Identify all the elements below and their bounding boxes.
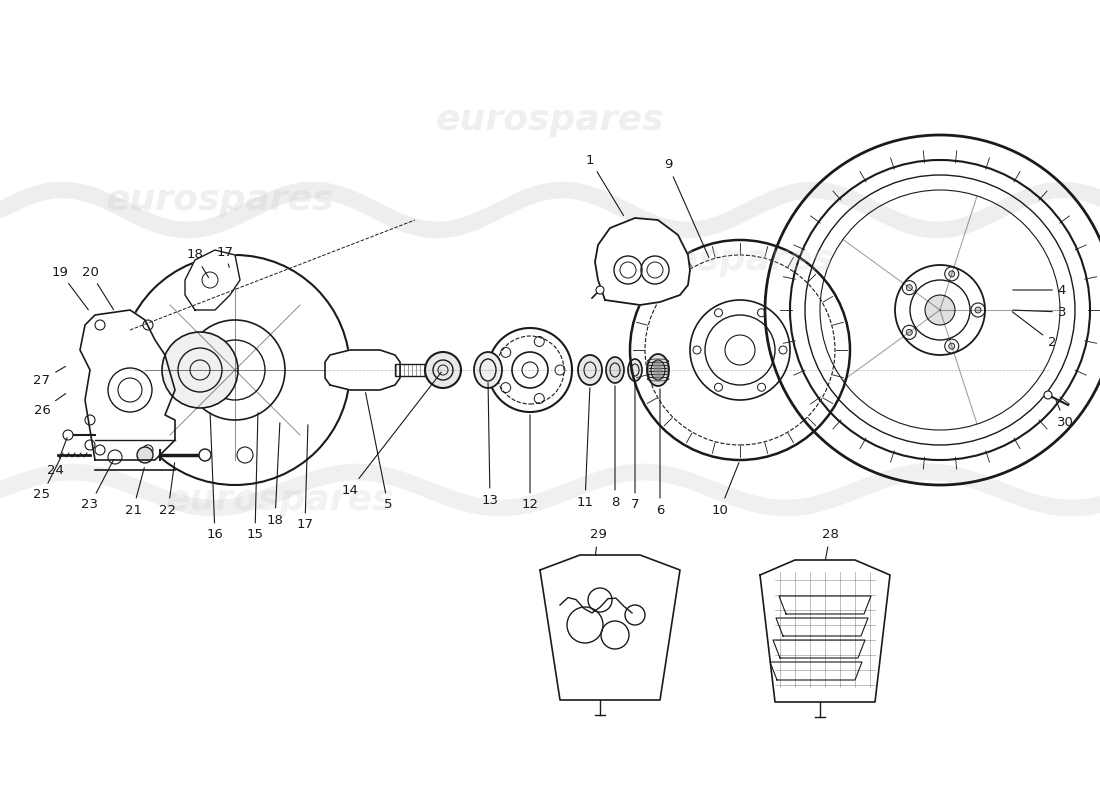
Text: eurospares: eurospares [106, 183, 334, 217]
Text: 20: 20 [81, 266, 113, 310]
Text: 12: 12 [521, 414, 539, 511]
Text: 13: 13 [482, 382, 498, 506]
Circle shape [948, 271, 955, 277]
Text: 8: 8 [610, 386, 619, 509]
Text: 18: 18 [187, 249, 209, 278]
Circle shape [975, 307, 981, 313]
Text: 30: 30 [1056, 401, 1074, 429]
Circle shape [948, 343, 955, 349]
Text: eurospares: eurospares [166, 483, 394, 517]
Text: 22: 22 [160, 462, 176, 517]
Polygon shape [760, 560, 890, 702]
Text: 2: 2 [1012, 312, 1056, 349]
Circle shape [1044, 391, 1052, 399]
Text: 29: 29 [590, 529, 606, 555]
Circle shape [906, 330, 912, 335]
Text: 19: 19 [52, 266, 88, 310]
Text: 3: 3 [1013, 306, 1066, 318]
Text: 7: 7 [630, 384, 639, 511]
Text: 26: 26 [34, 394, 66, 417]
Text: 15: 15 [246, 413, 264, 542]
Circle shape [138, 447, 153, 463]
Circle shape [199, 449, 211, 461]
Text: 10: 10 [712, 462, 739, 517]
Text: 28: 28 [822, 529, 838, 559]
Text: 24: 24 [46, 438, 67, 477]
Polygon shape [540, 555, 680, 700]
Text: eurospares: eurospares [606, 243, 834, 277]
Polygon shape [324, 350, 400, 390]
Text: 11: 11 [576, 388, 594, 509]
Circle shape [906, 285, 912, 290]
Polygon shape [595, 218, 690, 305]
Text: 25: 25 [33, 458, 60, 502]
Ellipse shape [628, 359, 642, 381]
Polygon shape [80, 310, 175, 460]
Ellipse shape [474, 352, 502, 388]
Ellipse shape [647, 354, 669, 386]
Bar [395, 364, 440, 376]
Text: 14: 14 [342, 372, 441, 497]
Circle shape [63, 430, 73, 440]
Circle shape [425, 352, 461, 388]
Ellipse shape [606, 357, 624, 383]
Circle shape [162, 332, 238, 408]
Text: 5: 5 [365, 393, 393, 511]
Text: 23: 23 [81, 459, 113, 511]
Text: 9: 9 [663, 158, 708, 258]
Circle shape [596, 286, 604, 294]
Text: 4: 4 [1013, 283, 1066, 297]
Circle shape [925, 295, 955, 325]
Text: 18: 18 [266, 422, 284, 526]
Text: 16: 16 [207, 413, 223, 542]
Text: 21: 21 [124, 468, 144, 517]
Text: 6: 6 [656, 389, 664, 517]
Text: 17: 17 [217, 246, 233, 267]
Text: 17: 17 [297, 425, 313, 531]
Ellipse shape [578, 355, 602, 385]
Text: eurospares: eurospares [436, 103, 664, 137]
Polygon shape [185, 250, 240, 310]
Text: 27: 27 [33, 366, 66, 386]
Text: 1: 1 [585, 154, 624, 216]
